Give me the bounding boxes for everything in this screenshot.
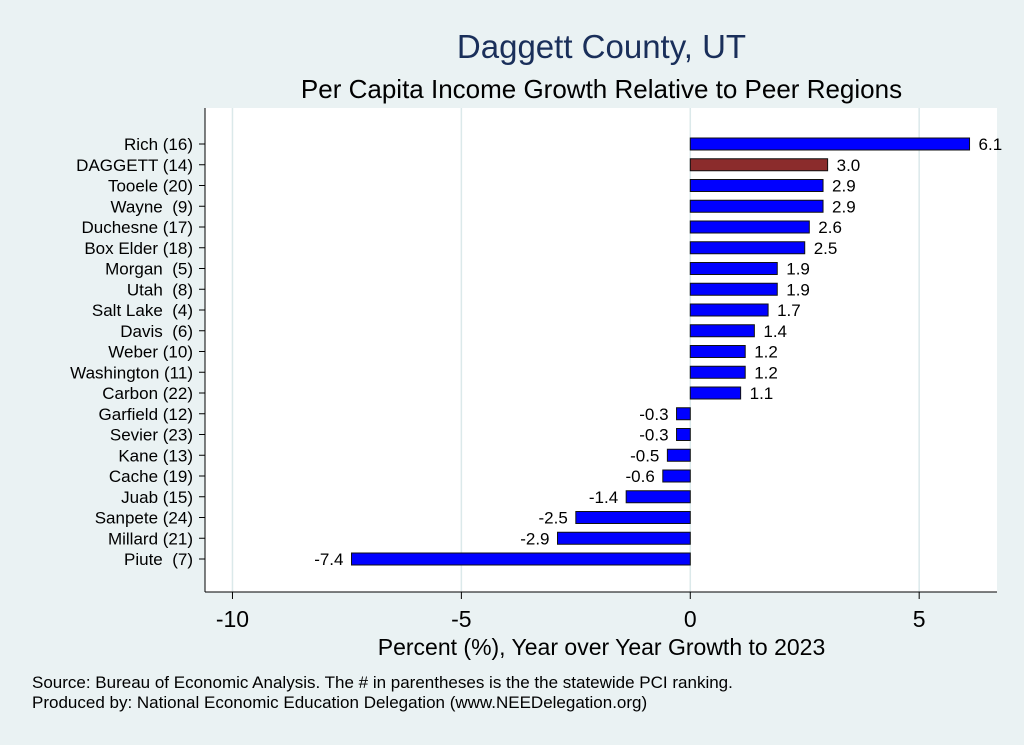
category-label: Cache (19) <box>109 467 193 486</box>
data-label: -0.5 <box>630 446 659 465</box>
data-label: 3.0 <box>837 156 861 175</box>
category-label: Millard (21) <box>108 529 193 548</box>
bar <box>689 365 746 379</box>
bar <box>557 531 691 545</box>
data-label: 1.9 <box>786 260 810 279</box>
x-axis-label: Percent (%), Year over Year Growth to 20… <box>377 634 826 660</box>
bar <box>689 220 810 234</box>
category-label: Sanpete (24) <box>95 509 193 528</box>
data-label: 1.2 <box>754 363 778 382</box>
data-label: -7.4 <box>314 550 343 569</box>
data-label: -1.4 <box>589 488 618 507</box>
category-label: Juab (15) <box>121 488 193 507</box>
data-label: 2.6 <box>818 218 842 237</box>
data-label: -0.6 <box>626 467 655 486</box>
category-label: DAGGETT (14) <box>76 156 193 175</box>
category-label: Utah (8) <box>127 280 193 299</box>
category-label: Kane (13) <box>118 446 193 465</box>
data-label: 2.5 <box>814 239 838 258</box>
data-label: -0.3 <box>639 426 668 445</box>
category-label: Morgan (5) <box>105 260 193 279</box>
data-label: 1.4 <box>763 322 787 341</box>
data-label: 2.9 <box>832 197 856 216</box>
bar <box>666 448 691 462</box>
data-label: 1.7 <box>777 301 801 320</box>
bar <box>689 262 778 275</box>
bar <box>676 428 691 441</box>
bar <box>689 241 806 255</box>
category-label: Wayne (9) <box>110 197 193 216</box>
category-label: Carbon (22) <box>102 384 193 403</box>
category-label: Washington (11) <box>70 363 193 382</box>
bar <box>676 407 691 421</box>
category-label: Duchesne (17) <box>81 218 193 237</box>
data-label: 1.9 <box>786 280 810 299</box>
bar <box>575 511 691 524</box>
category-label: Salt Lake (4) <box>92 301 193 320</box>
category-label: Weber (10) <box>108 343 193 362</box>
bar <box>625 490 691 504</box>
bar <box>689 386 742 400</box>
data-label: 1.1 <box>750 384 774 403</box>
bar <box>689 282 778 296</box>
bar <box>689 199 824 213</box>
category-label: Rich (16) <box>124 135 193 154</box>
category-label: Box Elder (18) <box>84 239 193 258</box>
bar <box>350 552 691 566</box>
bar <box>662 469 691 483</box>
data-label: 1.2 <box>754 343 778 362</box>
source-note: Source: Bureau of Economic Analysis. The… <box>32 673 733 713</box>
source-line: Source: Bureau of Economic Analysis. The… <box>32 673 733 692</box>
data-label: -2.9 <box>520 529 549 548</box>
highlight-bar <box>689 158 829 172</box>
x-tick-label: 0 <box>684 606 697 632</box>
category-label: Piute (7) <box>124 550 193 569</box>
data-label: 6.1 <box>979 135 1003 154</box>
bar <box>689 345 746 358</box>
bar <box>689 303 769 317</box>
category-label: Davis (6) <box>120 322 193 341</box>
produced-by-line: Produced by: National Economic Education… <box>32 693 648 712</box>
x-tick-label: 5 <box>913 606 926 632</box>
category-label: Sevier (23) <box>110 426 193 445</box>
data-label: -2.5 <box>539 509 568 528</box>
x-tick-label: -5 <box>451 606 471 632</box>
data-label: -0.3 <box>639 405 668 424</box>
chart-title: Daggett County, UT <box>456 28 747 65</box>
data-label: 2.9 <box>832 177 856 196</box>
category-label: Garfield (12) <box>99 405 193 424</box>
category-label: Tooele (20) <box>108 177 193 196</box>
chart-subtitle: Per Capita Income Growth Relative to Pee… <box>300 74 903 104</box>
bar <box>689 137 971 151</box>
x-tick-label: -10 <box>216 606 249 632</box>
bar <box>689 179 824 192</box>
bar <box>689 324 755 338</box>
